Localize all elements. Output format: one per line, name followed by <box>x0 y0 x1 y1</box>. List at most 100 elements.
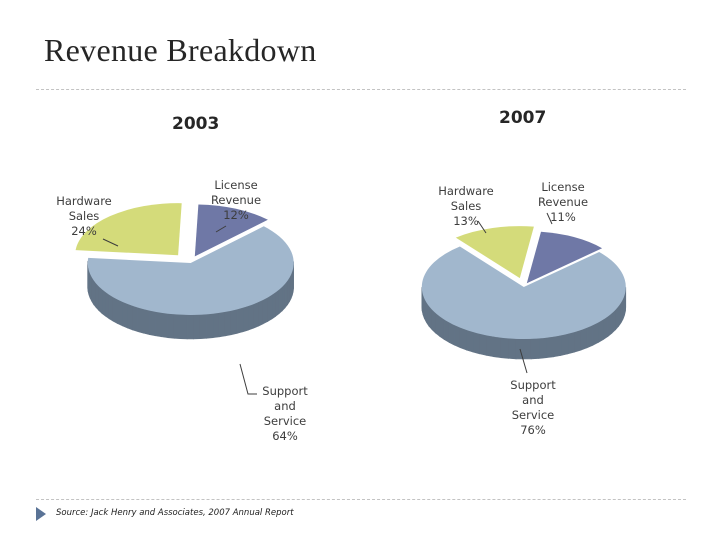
pie-side-1 <box>607 312 613 338</box>
slice-label: Service <box>512 408 555 422</box>
pie-side-1 <box>428 305 433 331</box>
slice-value-label: 24% <box>71 224 97 238</box>
leader-line <box>239 363 257 395</box>
pie-slice-hardware-sales <box>455 226 534 279</box>
footer-divider <box>36 499 686 500</box>
pie-side-1 <box>236 307 244 334</box>
pie-side-1 <box>271 291 276 320</box>
pie-side-1 <box>508 338 517 360</box>
pie-title: 2007 <box>499 108 546 128</box>
slice-label: Support <box>510 378 556 392</box>
pie-side-1 <box>105 291 110 320</box>
revenue-pie-charts: 2003LicenseRevenue12%SupportandService64… <box>56 108 627 443</box>
pie-side-1 <box>466 329 474 353</box>
slice-label: Sales <box>69 209 100 223</box>
pie-side-1 <box>267 294 273 323</box>
pie-side-1 <box>199 313 207 340</box>
pie-side-1 <box>546 336 554 359</box>
source-note: Source: Jack Henry and Associates, 2007 … <box>56 508 294 518</box>
leader-line <box>546 212 553 225</box>
pie-side-1 <box>592 322 599 346</box>
pie-side-1 <box>98 285 103 314</box>
pie-slice-support-and-service <box>421 246 626 340</box>
pie-side-1 <box>108 294 114 322</box>
pie-side-1 <box>127 303 133 331</box>
leader-line <box>102 238 119 247</box>
pie-side-1 <box>574 329 582 353</box>
leader-line <box>477 220 487 234</box>
slice-value-label: 64% <box>272 429 298 443</box>
pie-side-1 <box>493 336 502 359</box>
pie-side-1 <box>193 314 201 340</box>
pie-side-1 <box>278 286 283 315</box>
pie-side-1 <box>448 321 455 346</box>
pie-side-1 <box>553 335 562 358</box>
pie-side-1 <box>186 314 194 340</box>
pie-side-1 <box>101 288 106 317</box>
slice-label: and <box>522 393 544 407</box>
pie-side-1 <box>212 312 220 339</box>
pie-side-1 <box>580 327 588 351</box>
pie-side-1 <box>500 337 509 359</box>
pie-side-1 <box>284 279 288 309</box>
slice-value-label: 11% <box>550 210 576 224</box>
pie-side-1 <box>560 333 569 356</box>
pie-side-1 <box>248 303 254 331</box>
pie-side-1 <box>132 305 139 333</box>
slice-label: License <box>541 180 584 194</box>
pie-slice-hardware-sales <box>75 203 182 256</box>
pie-side-1 <box>161 312 169 339</box>
pie-side-1 <box>173 313 181 340</box>
pie-side-1 <box>230 309 238 336</box>
slice-label: License <box>214 178 257 192</box>
pie-side-1 <box>258 299 264 327</box>
pie-side-1 <box>439 315 445 340</box>
pie-side-1 <box>586 324 594 349</box>
pie-title: 2003 <box>172 114 219 134</box>
pie-side-1 <box>472 331 480 355</box>
pie-side-1 <box>530 338 540 360</box>
pie-side-1 <box>112 296 118 325</box>
pie-side-1 <box>149 310 156 337</box>
slice-value-label: 12% <box>223 208 249 222</box>
title-divider <box>36 89 686 90</box>
pie-side-1 <box>282 283 286 312</box>
pie-side-1 <box>603 315 609 341</box>
pie-side-1 <box>167 313 175 339</box>
slice-value-label: 76% <box>520 423 546 437</box>
slice-label: Hardware <box>56 194 112 208</box>
pie-side-1 <box>615 305 619 331</box>
pie-side-1 <box>224 310 232 337</box>
pie-slice-license-revenue <box>194 204 268 257</box>
pie-side-1 <box>443 318 450 343</box>
pie-side-1 <box>253 301 259 329</box>
pie-slice-license-revenue <box>526 231 603 284</box>
pie-side-1 <box>93 279 97 309</box>
bullet-arrow-icon <box>36 507 46 521</box>
pie-side-1 <box>611 309 616 334</box>
pie-side-1 <box>567 331 575 355</box>
pie-side-1 <box>180 314 188 340</box>
slice-value-label: 13% <box>453 214 479 228</box>
slice-label: and <box>274 399 296 413</box>
slice-label: Service <box>264 414 307 428</box>
pie-side-1 <box>262 297 268 325</box>
pie-side-1 <box>435 312 440 337</box>
leader-line <box>215 225 227 233</box>
pie-slice-support-and-service <box>87 226 294 315</box>
leader-line <box>519 348 528 374</box>
pie-side-1 <box>117 299 123 327</box>
pie-side-1 <box>242 305 249 333</box>
slice-label: Revenue <box>211 193 261 207</box>
pie-side-1 <box>95 282 99 312</box>
pie-side-1 <box>431 308 436 334</box>
pie-side-1 <box>155 311 162 338</box>
pie-side-1 <box>137 307 144 334</box>
slice-label: Hardware <box>438 184 494 198</box>
slice-label: Sales <box>451 199 482 213</box>
pie-side-1 <box>523 338 532 360</box>
pie-side-1 <box>598 319 604 344</box>
pie-side-1 <box>618 301 622 328</box>
pie-side-1 <box>538 337 547 359</box>
